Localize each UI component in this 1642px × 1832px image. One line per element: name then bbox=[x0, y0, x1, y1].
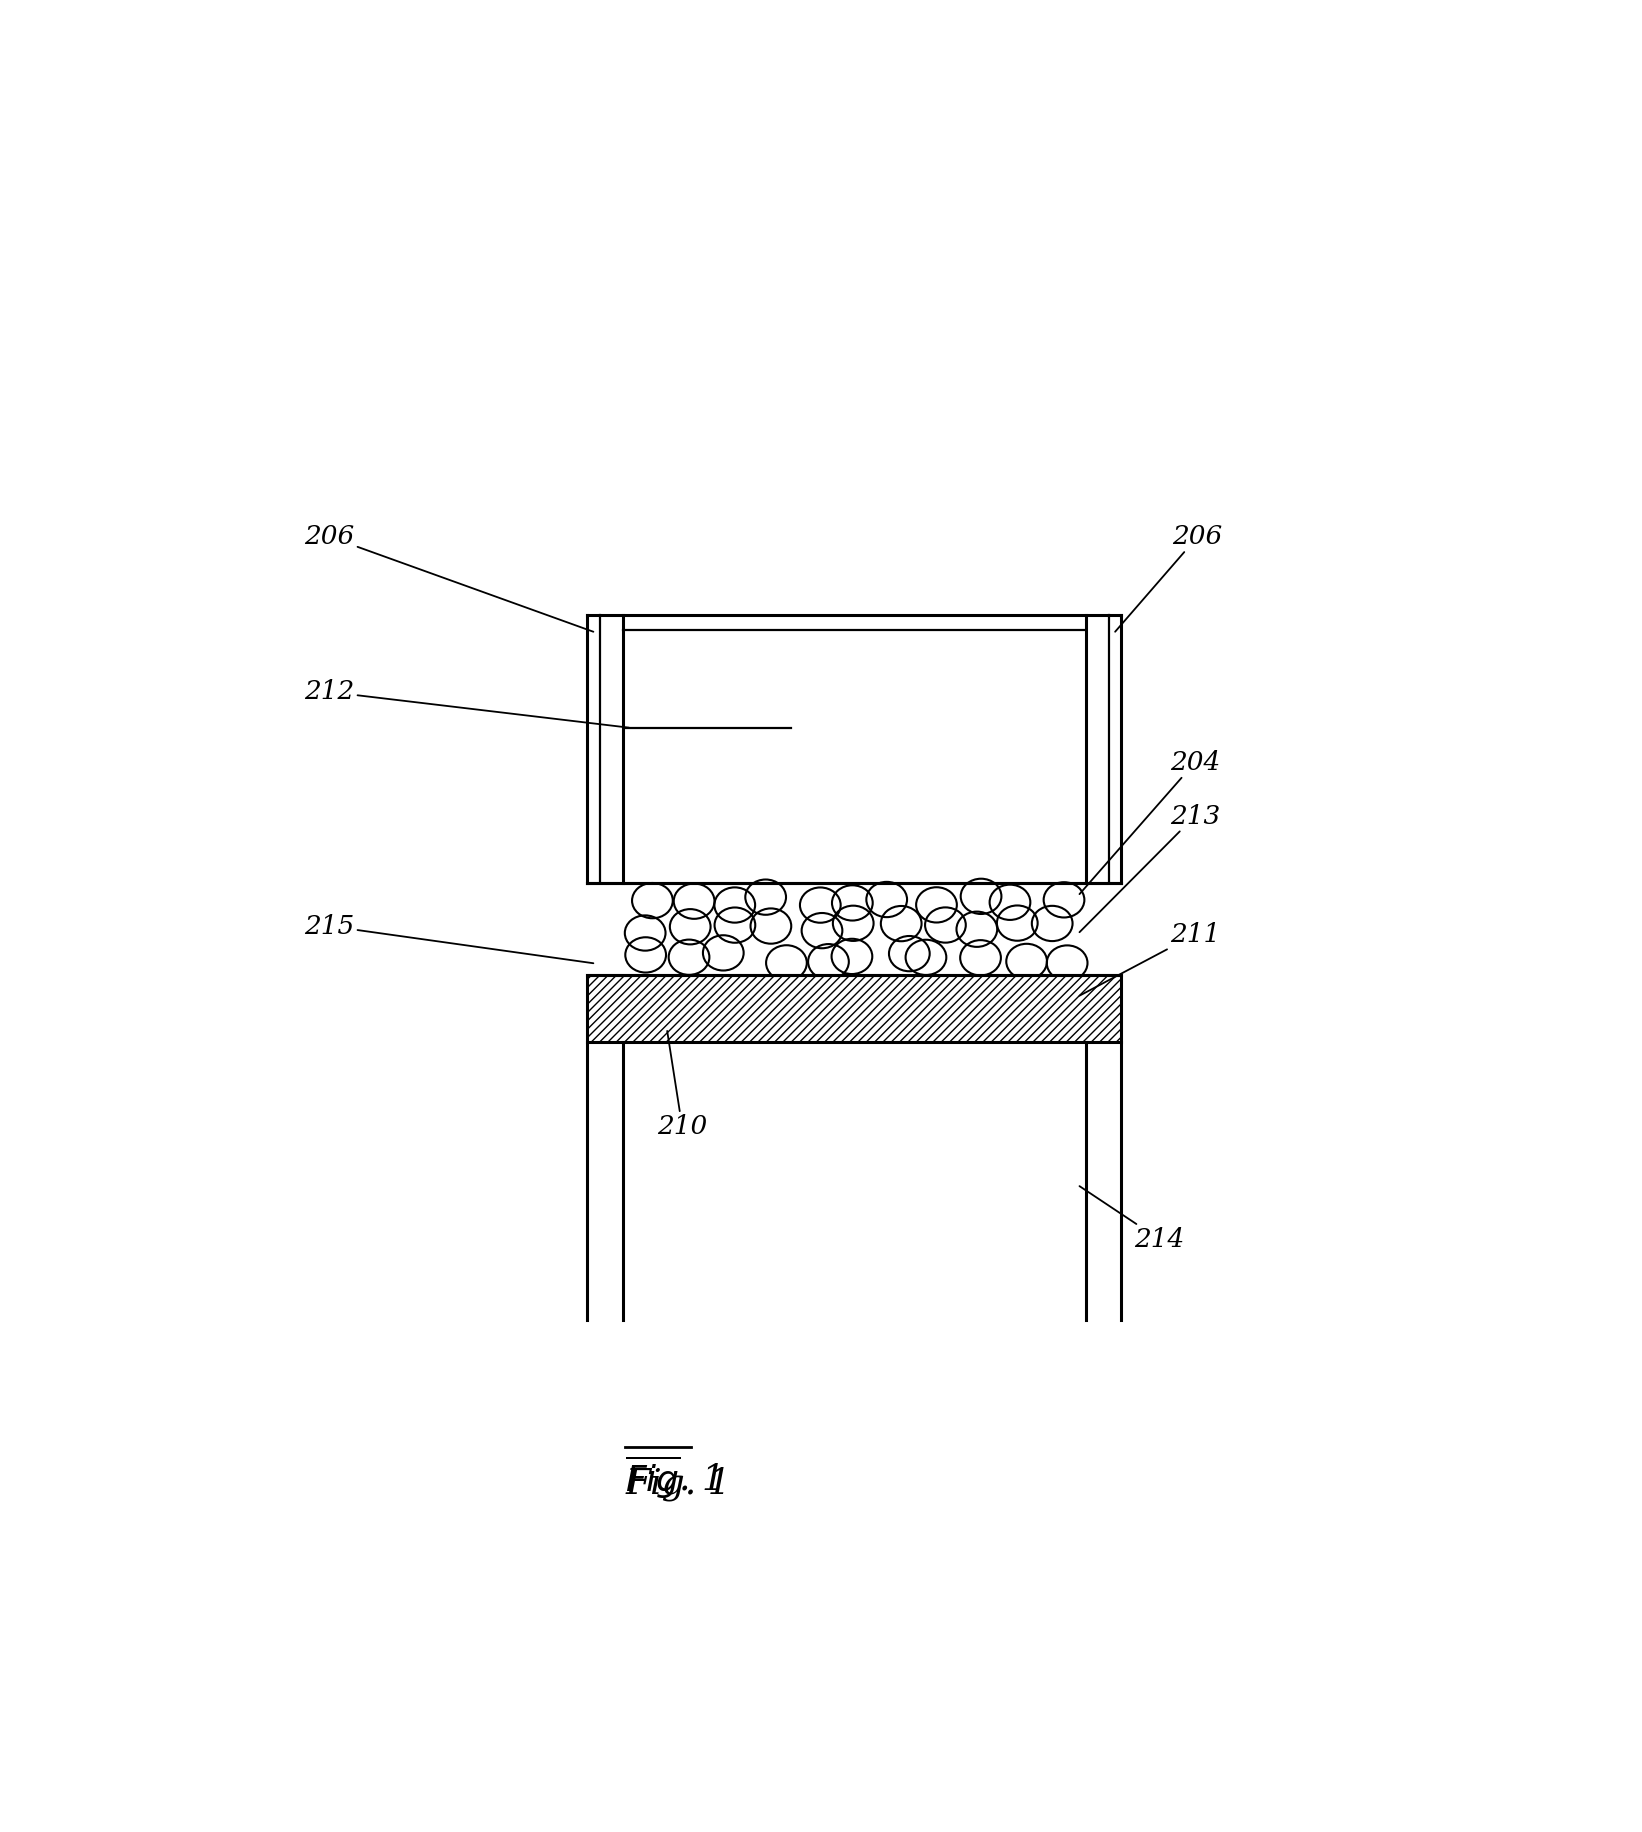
Text: 210: 210 bbox=[657, 1031, 708, 1140]
Text: 204: 204 bbox=[1079, 749, 1220, 894]
Text: 214: 214 bbox=[1079, 1185, 1184, 1251]
Text: 206: 206 bbox=[304, 524, 593, 632]
Text: 211: 211 bbox=[1079, 921, 1220, 997]
Text: 213: 213 bbox=[1079, 804, 1220, 932]
Text: 206: 206 bbox=[1115, 524, 1223, 632]
Text: Fig. 1: Fig. 1 bbox=[626, 1466, 731, 1500]
Text: 215: 215 bbox=[304, 914, 593, 964]
Text: $\overline{Fig}$. 1: $\overline{Fig}$. 1 bbox=[626, 1453, 719, 1500]
Bar bbox=[588, 975, 1121, 1042]
Text: 212: 212 bbox=[304, 680, 629, 727]
